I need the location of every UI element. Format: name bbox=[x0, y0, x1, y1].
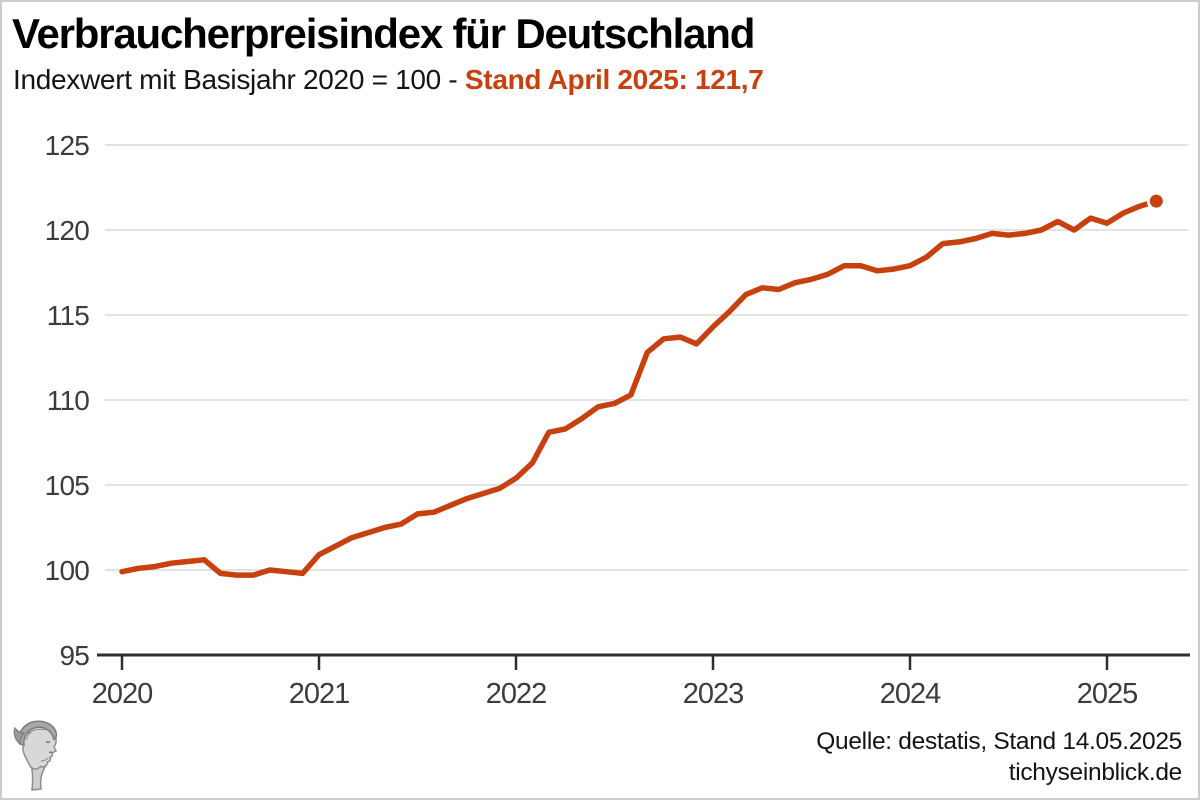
page-title: Verbraucherpreisindex für Deutschland bbox=[12, 10, 755, 57]
y-tick-label-120: 120 bbox=[45, 215, 90, 246]
y-tick-label-110: 110 bbox=[47, 385, 89, 416]
x-tick-label-2020: 2020 bbox=[92, 678, 153, 710]
y-tick-label-115: 115 bbox=[47, 300, 89, 331]
subtitle-highlight-value: Stand April 2025: 121,7 bbox=[464, 64, 764, 95]
x-tick-label-2023: 2023 bbox=[683, 678, 744, 710]
tichys-einblick-logo bbox=[13, 720, 58, 791]
x-tick-label-2022: 2022 bbox=[486, 678, 547, 710]
y-tick-label-95: 95 bbox=[59, 640, 89, 671]
source-line: Quelle: destatis, Stand 14.05.2025 bbox=[816, 728, 1182, 755]
classical-head-icon bbox=[13, 720, 58, 791]
x-tick-label-2021: 2021 bbox=[289, 678, 350, 710]
latest-value-dot bbox=[1146, 191, 1166, 211]
source-note: Quelle: destatis, Stand 14.05.2025 tichy… bbox=[816, 726, 1182, 788]
page-subtitle: Indexwert mit Basisjahr 2020 = 100 - Sta… bbox=[13, 64, 764, 96]
y-tick-label-125: 125 bbox=[45, 130, 90, 161]
x-tick-label-2025: 2025 bbox=[1077, 678, 1138, 710]
y-tick-label-100: 100 bbox=[45, 555, 90, 586]
y-tick-label-105: 105 bbox=[45, 470, 90, 501]
x-tick-label-2024: 2024 bbox=[880, 678, 941, 710]
cpi-data-line bbox=[119, 198, 1160, 578]
subtitle-text: Indexwert mit Basisjahr 2020 = 100 - bbox=[13, 64, 465, 95]
website-line: tichyseinblick.de bbox=[1008, 759, 1183, 786]
